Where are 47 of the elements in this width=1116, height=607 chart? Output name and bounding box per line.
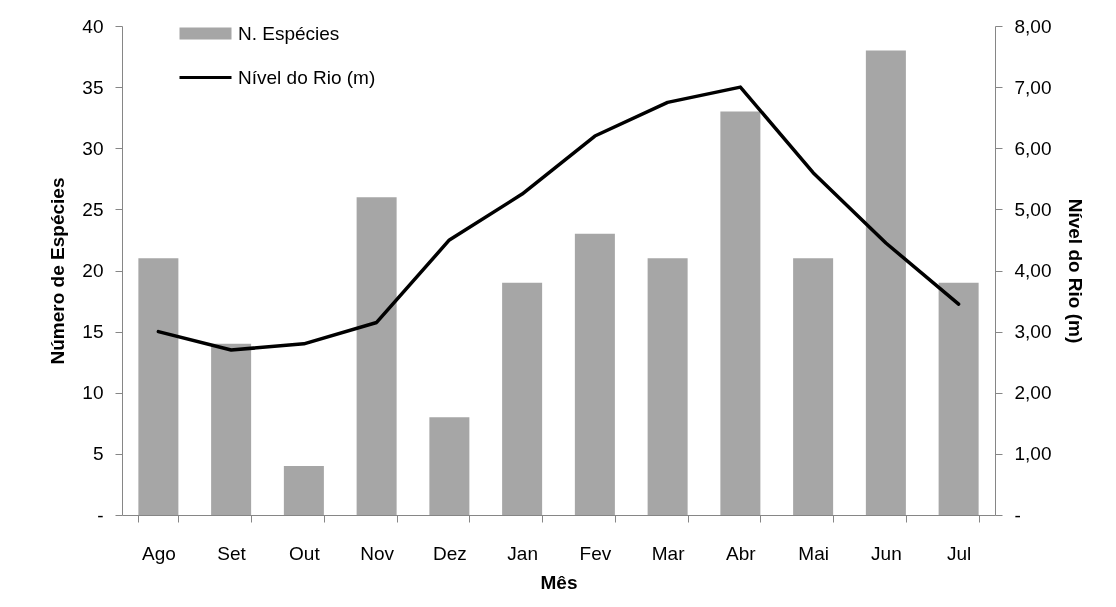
bar: [574, 233, 615, 515]
bar: [429, 417, 470, 515]
x-tick-label: Mai: [798, 542, 829, 564]
y-tick-label: 20: [82, 260, 104, 281]
bar: [356, 197, 397, 515]
x-tick-label: Mar: [651, 542, 686, 564]
bar: [938, 282, 979, 515]
y-tick-label: 5: [92, 443, 104, 465]
bar: [865, 50, 906, 515]
y2-tick-label: -: [1014, 504, 1021, 526]
y2-tick-label: 6,00: [1014, 137, 1052, 159]
y2-tick-label: 3,00: [1014, 321, 1052, 343]
x-tick-label: Set: [217, 542, 247, 564]
x-tick-label: Ago: [141, 542, 176, 564]
x-axis-title: Mês: [540, 571, 578, 593]
bar: [211, 343, 252, 515]
x-tick-label: Abr: [726, 542, 757, 564]
y2-tick-label: 4,00: [1014, 260, 1052, 281]
y-tick-label: 30: [82, 137, 104, 159]
y2-tick-label: 2,00: [1014, 382, 1052, 404]
bar: [793, 258, 834, 515]
x-tick-label: Jul: [946, 542, 972, 564]
y-tick-label: 40: [82, 15, 104, 37]
bar: [502, 282, 543, 515]
y2-tick-label: 8,00: [1014, 15, 1052, 37]
legend-label: N. Espécies: [238, 22, 340, 44]
y-tick-label: -: [97, 504, 104, 526]
bar: [720, 111, 761, 515]
y-tick-label: 10: [82, 382, 104, 404]
x-tick-label: Jan: [507, 542, 538, 564]
y-tick-label: 15: [82, 321, 104, 343]
y2-tick-label: 5,00: [1014, 198, 1052, 220]
x-tick-label: Dez: [432, 542, 467, 564]
y-axis-title: Número de Espécies: [47, 177, 69, 365]
bar: [138, 258, 179, 515]
bar: [283, 466, 324, 515]
y-tick-label: 35: [82, 76, 104, 98]
y2-tick-label: 1,00: [1014, 443, 1052, 465]
x-tick-label: Out: [289, 542, 321, 564]
y2-axis-title: Nível do Rio (m): [1065, 198, 1087, 344]
bar: [647, 258, 688, 515]
x-tick-label: Jun: [871, 542, 902, 564]
legend-label: Nível do Rio (m): [238, 66, 376, 88]
x-tick-label: Fev: [579, 542, 612, 564]
x-tick-label: Nov: [360, 542, 395, 564]
y2-tick-label: 7,00: [1014, 76, 1052, 98]
y-tick-label: 25: [82, 198, 104, 220]
